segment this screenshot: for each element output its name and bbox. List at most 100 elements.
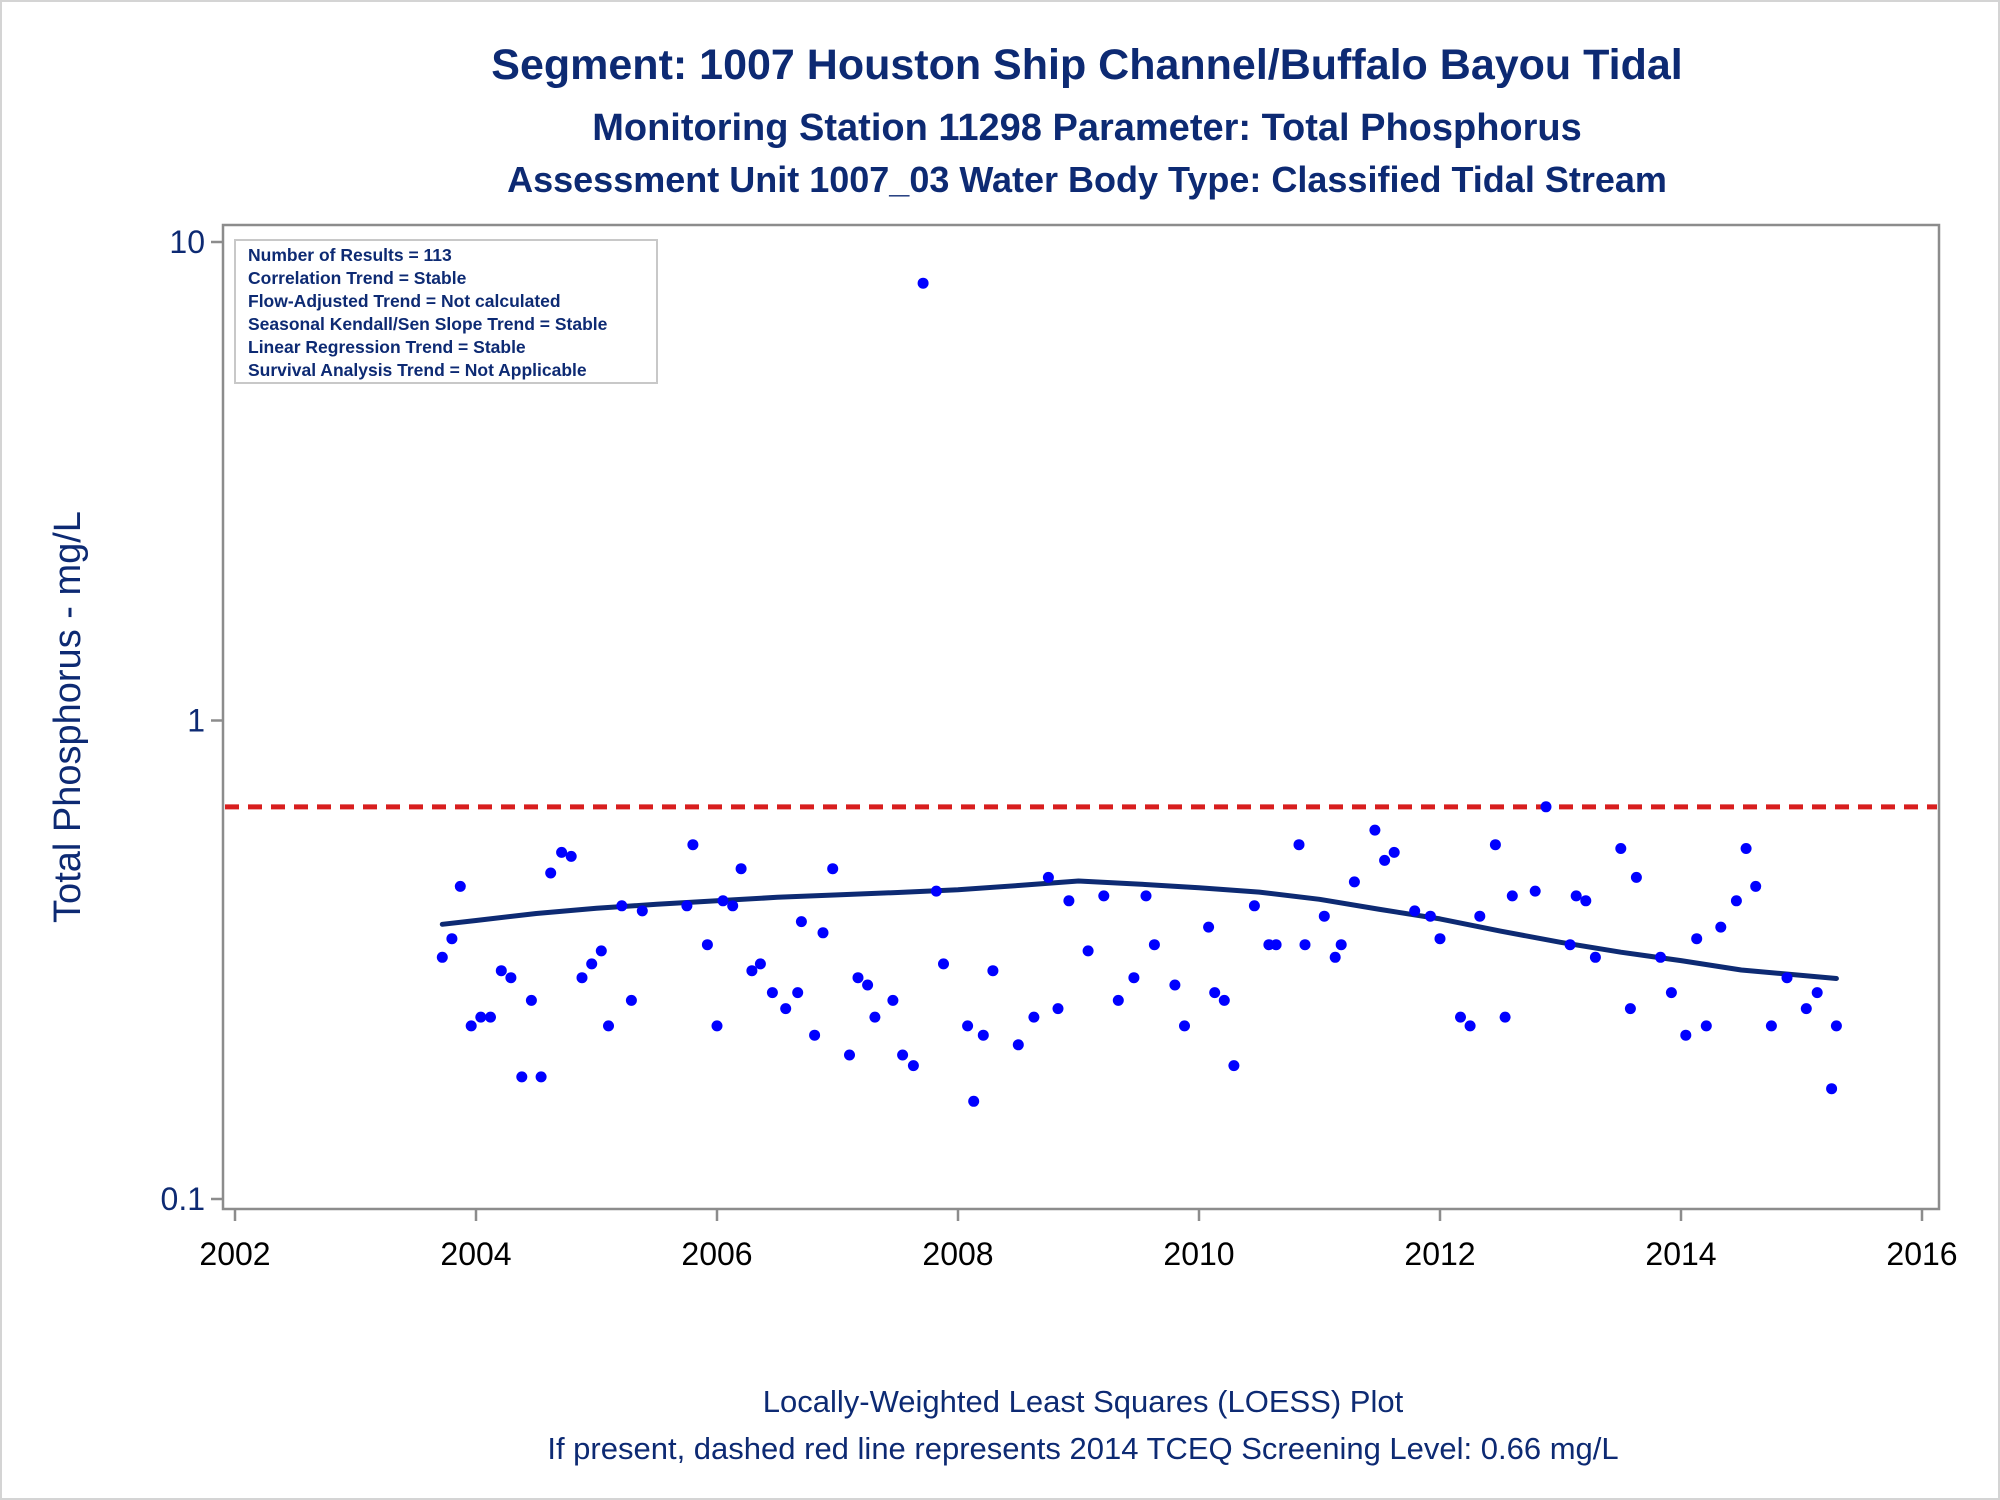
data-point xyxy=(1800,1003,1812,1015)
data-point xyxy=(1624,1003,1636,1015)
data-point xyxy=(727,900,739,912)
data-point xyxy=(1750,880,1762,892)
data-point xyxy=(1329,951,1341,963)
data-point xyxy=(887,994,899,1006)
data-point xyxy=(687,839,699,851)
data-point xyxy=(525,994,537,1006)
data-point xyxy=(930,885,942,897)
data-point xyxy=(717,895,729,907)
chart-subtitle-2: Assessment Unit 1007_03 Water Body Type:… xyxy=(507,159,1667,200)
data-point xyxy=(1730,895,1742,907)
data-point xyxy=(987,965,999,977)
data-point xyxy=(1830,1020,1842,1032)
data-point xyxy=(754,958,766,970)
data-point xyxy=(1379,854,1391,866)
data-point xyxy=(1570,890,1582,902)
data-point xyxy=(1388,846,1400,858)
data-point xyxy=(1140,890,1152,902)
stats-line-results: Number of Results = 113 xyxy=(248,245,452,265)
stats-line-flow-adjusted: Flow-Adjusted Trend = Not calculated xyxy=(248,291,561,311)
data-point xyxy=(1680,1029,1692,1041)
data-point xyxy=(792,987,804,999)
data-point xyxy=(780,1003,792,1015)
x-tick-label: 2012 xyxy=(1404,1236,1475,1272)
data-point xyxy=(556,846,568,858)
data-point xyxy=(1826,1083,1838,1095)
data-point xyxy=(1028,1011,1040,1023)
data-point xyxy=(1042,871,1054,883)
data-point xyxy=(1169,979,1181,991)
data-point xyxy=(595,945,607,957)
stats-line-survival: Survival Analysis Trend = Not Applicable xyxy=(248,360,587,380)
data-point xyxy=(1615,843,1627,854)
data-point xyxy=(485,1011,496,1023)
x-tick-label: 2004 xyxy=(440,1236,511,1272)
data-point xyxy=(636,905,648,917)
data-point xyxy=(1580,895,1592,907)
data-point xyxy=(1335,939,1347,951)
x-tick-label: 2002 xyxy=(199,1236,270,1272)
data-point xyxy=(1499,1011,1511,1023)
data-point xyxy=(625,994,637,1006)
x-tick-label: 2006 xyxy=(681,1236,752,1272)
x-tick-label: 2016 xyxy=(1886,1236,1957,1272)
chart-subtitle: Monitoring Station 11298 Parameter: Tota… xyxy=(592,107,1582,149)
data-point xyxy=(1248,900,1260,912)
data-point xyxy=(844,1049,855,1061)
data-point xyxy=(1369,824,1381,836)
data-point xyxy=(1464,1020,1476,1032)
data-point xyxy=(1715,921,1727,933)
data-point xyxy=(1811,987,1823,999)
data-point xyxy=(1424,910,1436,922)
x-tick-label: 2008 xyxy=(922,1236,993,1272)
data-point xyxy=(436,951,448,963)
data-point xyxy=(1098,890,1110,902)
data-point xyxy=(1564,939,1576,951)
data-point xyxy=(1179,1020,1190,1032)
data-point xyxy=(1589,951,1601,963)
data-point xyxy=(852,972,864,984)
data-point xyxy=(1434,933,1446,945)
data-point xyxy=(1740,843,1752,854)
data-point xyxy=(1781,972,1793,984)
data-point xyxy=(766,987,778,999)
data-point xyxy=(1293,839,1305,851)
data-point xyxy=(917,277,929,289)
data-point xyxy=(817,927,829,939)
data-point xyxy=(1128,972,1140,984)
data-point xyxy=(1063,895,1075,907)
data-point xyxy=(827,863,839,875)
data-point xyxy=(1489,839,1501,851)
data-point xyxy=(1270,939,1282,951)
data-point xyxy=(465,1020,477,1032)
data-point xyxy=(603,1020,614,1032)
footnote-screening: If present, dashed red line represents 2… xyxy=(547,1431,1618,1466)
data-point xyxy=(1455,1011,1466,1023)
x-tick-label: 2014 xyxy=(1645,1236,1716,1272)
data-point xyxy=(977,1029,989,1041)
data-point xyxy=(1506,890,1518,902)
data-point xyxy=(1012,1039,1024,1051)
stats-box-border xyxy=(234,239,658,384)
data-point xyxy=(1228,1060,1240,1072)
data-point xyxy=(711,1020,723,1032)
data-point xyxy=(1665,987,1677,999)
data-point xyxy=(1655,951,1666,963)
data-point xyxy=(681,900,693,912)
stats-box: Number of Results = 113 Correlation Tren… xyxy=(234,239,658,384)
data-point xyxy=(809,1029,821,1041)
y-tick-label: 1 xyxy=(187,703,205,739)
data-point xyxy=(616,900,628,912)
footnote-loess: Locally-Weighted Least Squares (LOESS) P… xyxy=(763,1384,1404,1419)
data-point xyxy=(1540,801,1552,813)
data-point xyxy=(1209,987,1221,999)
chart-title: Segment: 1007 Houston Ship Channel/Buffa… xyxy=(491,41,1682,89)
data-point xyxy=(1529,885,1541,897)
data-point xyxy=(495,965,507,977)
data-point xyxy=(446,933,458,945)
data-point xyxy=(1474,910,1486,922)
data-point xyxy=(701,939,713,951)
data-point xyxy=(1348,876,1360,888)
